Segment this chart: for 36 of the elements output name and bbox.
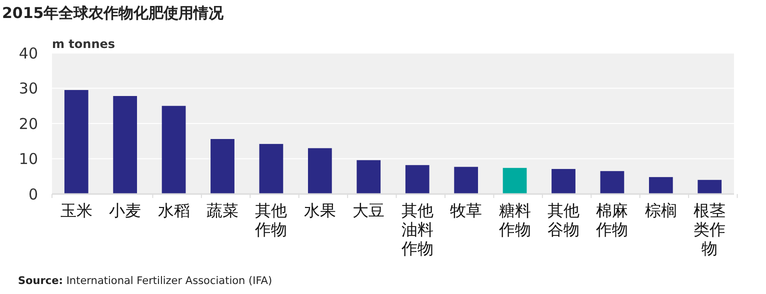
x-tick-label: 其他油料作物: [400, 201, 434, 258]
x-tick-label: 其他谷物: [548, 201, 580, 239]
x-tick-label: 水果: [304, 201, 336, 220]
y-tick-label: 30: [18, 80, 38, 98]
y-tick-label: 10: [18, 150, 38, 168]
bar: [64, 90, 88, 194]
y-axis-title: m tonnes: [52, 37, 116, 51]
y-tick-label: 40: [18, 44, 38, 62]
bar: [502, 168, 527, 194]
bar: [308, 148, 332, 194]
source-note: Source: International Fertilizer Association (IFA): [18, 275, 272, 287]
bar: [405, 165, 430, 194]
x-tick-label: 其他作物: [254, 201, 288, 239]
bar: [552, 168, 576, 194]
bar: [648, 177, 673, 194]
x-tick-label: 棕榈: [644, 201, 677, 220]
x-tick-label: 糖料作物: [498, 201, 531, 239]
y-tick-label: 0: [28, 185, 38, 204]
bar: [162, 106, 186, 194]
bar: [210, 139, 234, 194]
x-tick-label: 蔬菜: [206, 201, 238, 220]
chart-title: 2015年全球农作物化肥使用情况: [2, 4, 225, 22]
x-tick-label: 水稻: [158, 201, 190, 220]
bar: [454, 166, 478, 194]
x-tick-label: 棉麻作物: [595, 201, 628, 239]
x-tick-label: 玉米: [60, 201, 92, 220]
y-tick-label: 20: [18, 114, 38, 133]
bar: [356, 160, 381, 194]
bar: [600, 171, 624, 194]
bar: [259, 144, 284, 194]
x-tick-label: 根茎类作物: [694, 201, 726, 258]
x-tick-label: 小麦: [109, 201, 142, 220]
bar: [113, 96, 138, 194]
x-tick-label: 牧草: [450, 201, 482, 220]
x-tick-label: 大豆: [352, 201, 385, 220]
bar: [698, 180, 722, 194]
